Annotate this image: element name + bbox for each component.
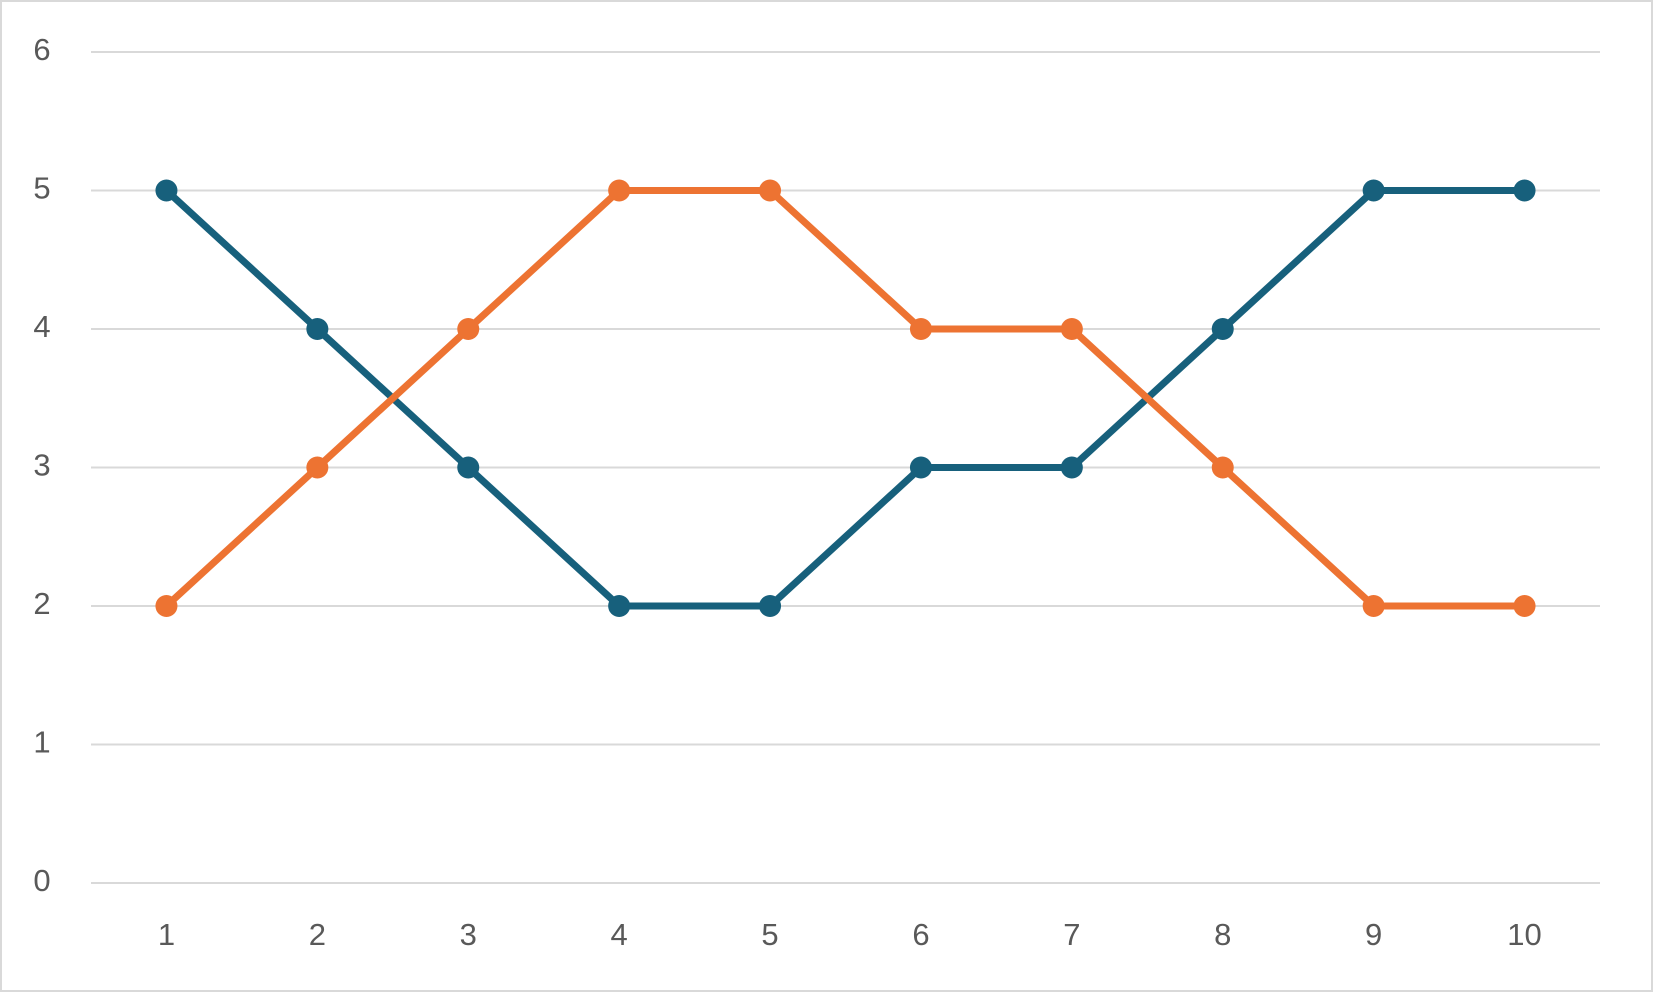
x-tick-label: 2 (309, 917, 326, 952)
marker (759, 595, 782, 617)
marker (1513, 179, 1536, 202)
x-tick-label: 6 (912, 917, 929, 952)
x-tick-label: 3 (460, 917, 477, 952)
x-tick-label: 8 (1214, 917, 1231, 952)
marker (306, 318, 329, 340)
y-tick-label: 6 (33, 32, 50, 67)
x-tick-label: 9 (1365, 917, 1382, 952)
y-tick-label: 4 (33, 309, 50, 344)
marker (608, 179, 631, 202)
marker (1211, 318, 1234, 340)
y-tick-label: 3 (33, 448, 50, 483)
marker (608, 595, 631, 617)
marker (1362, 595, 1385, 617)
marker (457, 318, 480, 340)
x-tick-label: 1 (158, 917, 175, 952)
marker (909, 456, 932, 479)
marker (306, 456, 329, 479)
x-tick-label: 4 (611, 917, 628, 952)
marker (1362, 179, 1385, 202)
marker (457, 456, 480, 479)
y-tick-label: 1 (33, 725, 50, 760)
x-tick-label: 10 (1507, 917, 1541, 952)
y-tick-label: 0 (33, 863, 50, 898)
x-tick-label: 7 (1063, 917, 1080, 952)
marker (1513, 595, 1536, 617)
marker (155, 595, 178, 617)
series-line (164, 187, 1525, 610)
x-tick-label: 5 (761, 917, 778, 952)
marker (1060, 318, 1083, 340)
marker (759, 179, 782, 202)
marker (155, 179, 178, 202)
y-tick-label: 2 (33, 586, 50, 621)
marker (1060, 456, 1083, 479)
marker (1211, 456, 1234, 479)
y-tick-label: 5 (33, 171, 50, 206)
marker (909, 318, 932, 340)
